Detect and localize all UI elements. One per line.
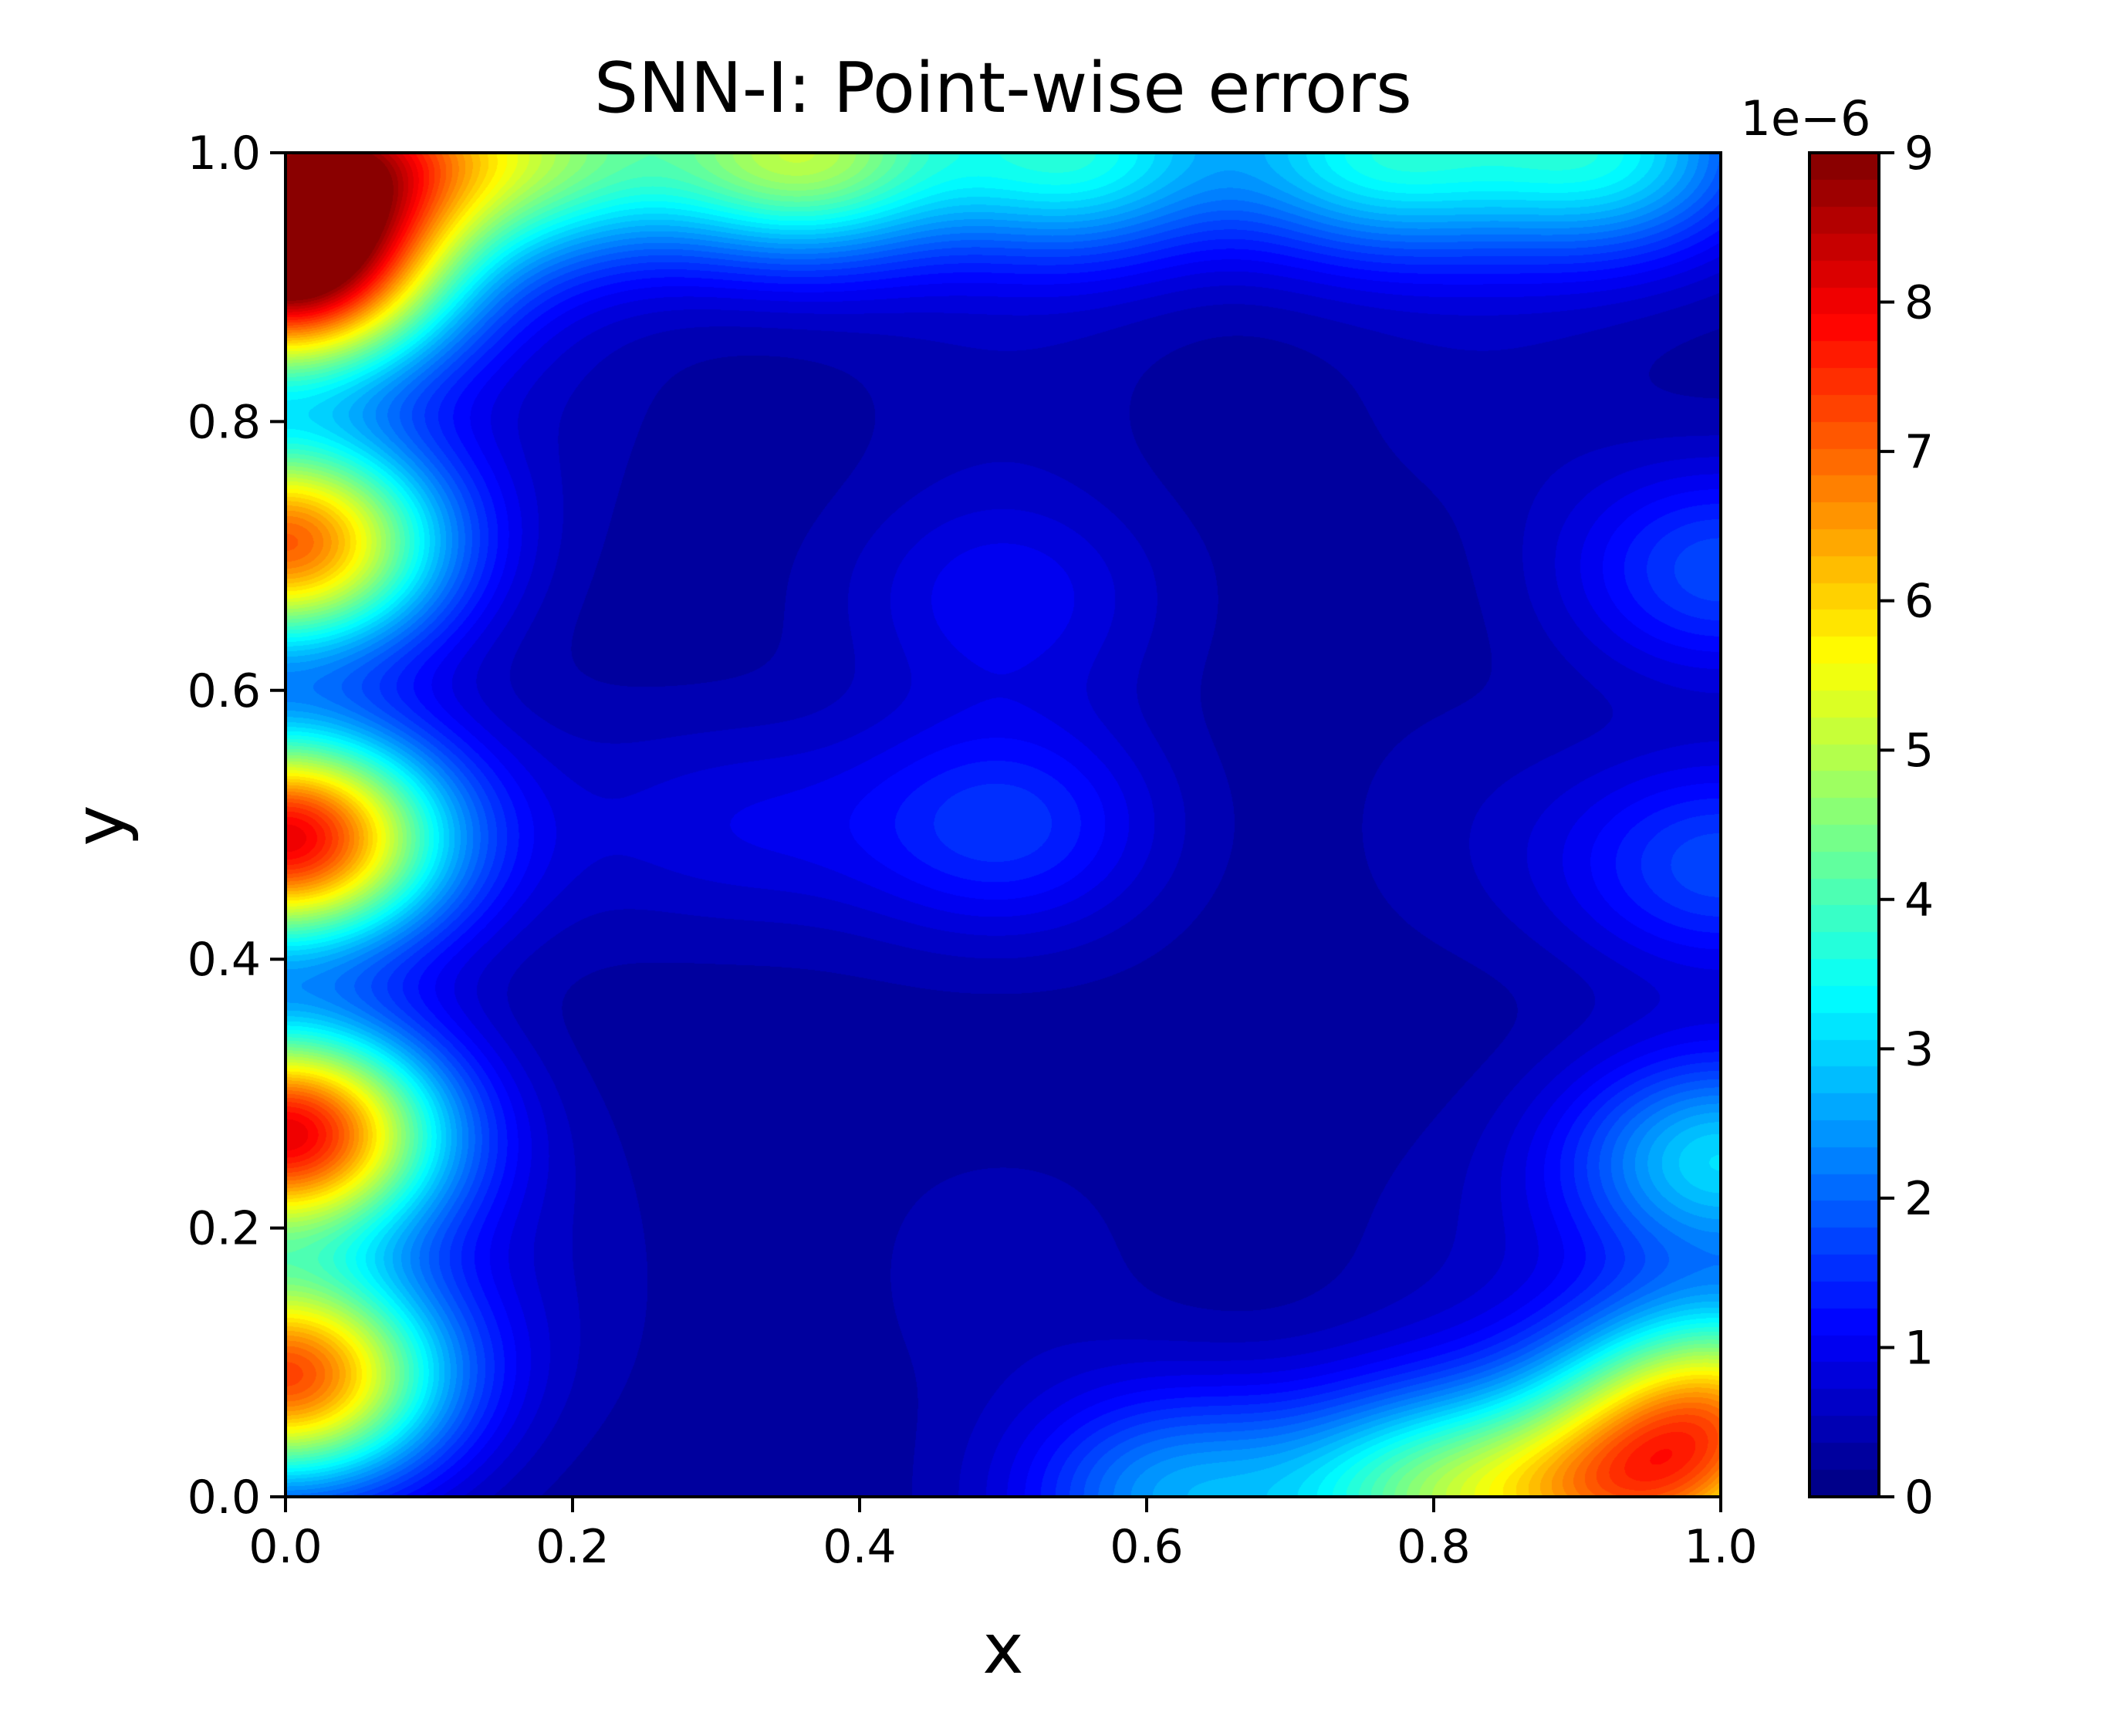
y-tick-label: 0.8: [188, 395, 261, 449]
colorbar-tick-label: 4: [1904, 873, 1934, 927]
colorbar-frame: [1808, 151, 1880, 1498]
chart-title: SNN-I: Point-wise errors: [594, 48, 1412, 129]
x-tick-label: 0.6: [1110, 1520, 1183, 1574]
y-tick-label: 0.2: [188, 1202, 261, 1256]
x-tick-label: 0.4: [823, 1520, 896, 1574]
colorbar-ticks: 0 1 2 3 4 5 6 7 8 9: [1879, 127, 1934, 1525]
x-tick-label: 0.2: [536, 1520, 609, 1574]
x-tick-label: 0.8: [1397, 1520, 1470, 1574]
colorbar-tick-label: 2: [1904, 1172, 1934, 1226]
colorbar-tick-label: 8: [1904, 276, 1934, 330]
colorbar-offset-label: 1e−6: [1741, 90, 1871, 147]
y-tick-label: 0.0: [188, 1471, 261, 1525]
x-axis-ticks: 0.0 0.2 0.4 0.6 0.8 1.0: [248, 1497, 1758, 1574]
colorbar-tick-label: 6: [1904, 575, 1934, 629]
colorbar-tick-label: 5: [1904, 724, 1934, 778]
colorbar: [1809, 153, 1879, 1497]
plot-frame: [284, 151, 1722, 1498]
x-tick-label: 1.0: [1684, 1520, 1757, 1574]
colorbar-tick-label: 3: [1904, 1022, 1934, 1076]
colorbar-tick-label: 7: [1904, 425, 1934, 479]
y-axis-label: y: [59, 805, 140, 846]
colorbar-tick-label: 0: [1904, 1471, 1934, 1525]
x-tick-label: 0.0: [248, 1520, 322, 1574]
colorbar-tick-label: 9: [1904, 127, 1934, 181]
heatmap-plot-area: [286, 153, 1721, 1497]
colorbar-tick-label: 1: [1904, 1321, 1934, 1375]
y-tick-label: 0.6: [188, 664, 261, 718]
y-tick-label: 1.0: [188, 127, 261, 181]
x-axis-label: x: [982, 1609, 1023, 1690]
y-tick-label: 0.4: [188, 933, 261, 987]
y-axis-ticks: 0.0 0.2 0.4 0.6 0.8 1.0: [188, 127, 286, 1525]
